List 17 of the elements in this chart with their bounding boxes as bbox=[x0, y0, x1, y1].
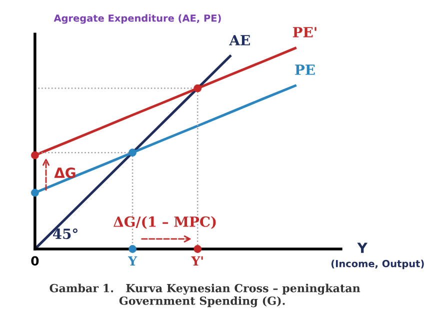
x-tick-label: 0 bbox=[31, 256, 39, 266]
y-axis-title: Agregate Expenditure (AE, PE) bbox=[54, 14, 221, 24]
point bbox=[30, 188, 39, 197]
point bbox=[128, 148, 136, 157]
x-tick-label: Y bbox=[128, 256, 138, 266]
series-label: PE' bbox=[292, 27, 316, 38]
series-label: PE bbox=[295, 64, 315, 75]
text: Gambar 1. Kurva Keynesian Cross – peningkatan Government Spending (G). bbox=[50, 284, 360, 308]
annotation: ΔG bbox=[54, 168, 76, 178]
annotation: 45° bbox=[52, 228, 78, 240]
point bbox=[194, 84, 202, 92]
point bbox=[30, 151, 39, 160]
x-tick-label: Y' bbox=[191, 256, 203, 266]
annotation: ΔG/(1 – MPC) bbox=[113, 216, 216, 229]
text: (Income, Output) bbox=[331, 260, 424, 270]
x-axis-title: Y bbox=[357, 242, 368, 253]
series-label: AE bbox=[229, 35, 250, 46]
